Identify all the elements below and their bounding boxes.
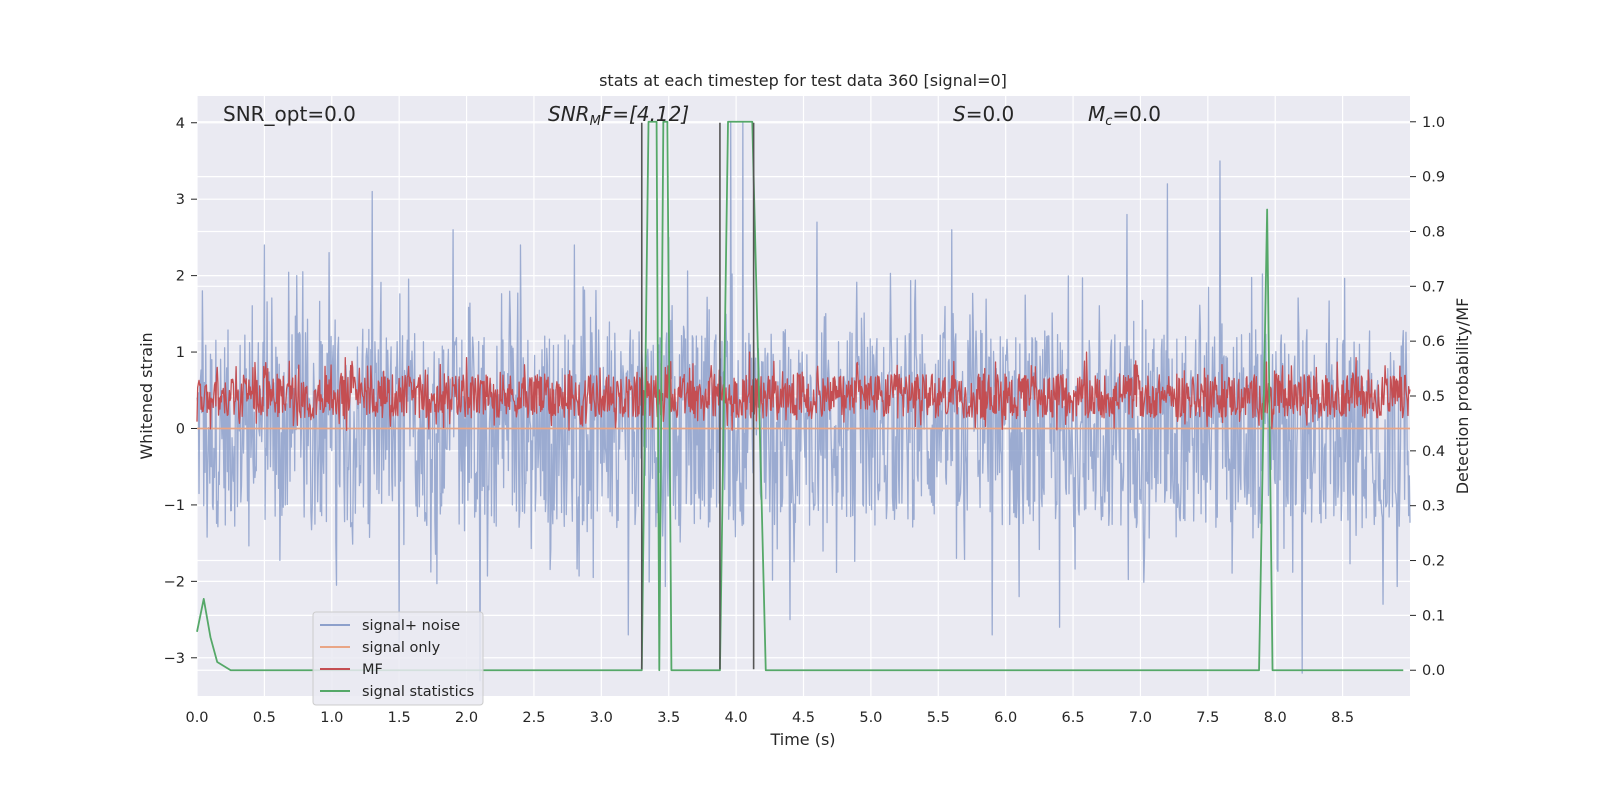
x-tick-label: 2.0	[455, 710, 478, 726]
y2-tick-label: 0.9	[1422, 170, 1445, 186]
x-tick-label: 3.5	[657, 710, 680, 726]
legend-label-signal-statistics: signal statistics	[362, 684, 474, 700]
legend-label-signal-only: signal only	[362, 640, 441, 656]
annotation-mc-value: =0.0	[1112, 102, 1161, 126]
legend-box	[312, 611, 484, 706]
x-axis: 0.0 0.5 1.0 1.5 2.0 2.5 3.0 3.5 4.0 4.5 5.0 5.5 6.0 6…	[185, 710, 1354, 726]
x-tick-label: 0.5	[253, 710, 276, 726]
y-tick-label: 2	[176, 269, 185, 285]
y-axis-left: 4 3 2 1 0 −1 −2 −3	[164, 116, 197, 667]
vertical-markers	[640, 122, 755, 670]
y-tick-label: 4	[176, 116, 185, 132]
x-tick-label: 6.0	[994, 710, 1017, 726]
x-tick-label: 6.5	[1062, 710, 1085, 726]
annotation-s-symbol: S	[953, 102, 966, 126]
x-axis-label: Time (s)	[769, 730, 835, 749]
annotation-snr-opt: SNR_opt=0.0	[223, 102, 356, 126]
y2-tick-label: 0.2	[1422, 554, 1445, 570]
y2-tick-label: 0.5	[1422, 389, 1445, 405]
y2-tick-label: 1.0	[1422, 115, 1445, 131]
y2-tick-label: 0.1	[1422, 608, 1445, 624]
y-axis-label: Whitened strain	[137, 332, 156, 459]
x-tick-label: 7.5	[1196, 710, 1219, 726]
annotation-s: S=0.0	[953, 102, 1014, 126]
x-tick-label: 8.0	[1264, 710, 1287, 726]
chart-title: stats at each timestep for test data 360…	[599, 71, 1007, 90]
x-tick-label: 3.0	[590, 710, 613, 726]
annotation-snr-mf-value: F=[4.12]	[601, 102, 689, 126]
y-axis-right: 1.0 0.9 0.8 0.7 0.6 0.5 0.4 0.3 0.2 0.1 0.0	[1410, 115, 1445, 679]
y-tick-label: 0	[176, 421, 185, 437]
x-tick-label: 2.5	[522, 710, 545, 726]
y-tick-label: 1	[176, 345, 185, 361]
y2-tick-label: 0.0	[1422, 663, 1445, 679]
x-tick-label: 7.0	[1129, 710, 1152, 726]
annotation-snr-mf-symbol: SNR	[548, 102, 590, 126]
legend-label-signal-noise: signal+ noise	[362, 618, 460, 634]
y2-tick-label: 0.8	[1422, 224, 1445, 240]
legend: signal+ noise signal only MF signal stat…	[312, 611, 484, 706]
series-line-mf	[196, 351, 1411, 432]
y2-tick-label: 0.6	[1422, 334, 1445, 350]
y2-axis-label: Detection probability/MF	[1453, 298, 1472, 495]
y-tick-label: 3	[176, 192, 185, 208]
x-tick-label: 4.0	[725, 710, 748, 726]
x-tick-label: 4.5	[792, 710, 815, 726]
annotation-s-value: =0.0	[966, 102, 1015, 126]
y2-tick-label: 0.4	[1422, 444, 1445, 460]
x-tick-label: 1.5	[388, 710, 411, 726]
x-tick-label: 1.0	[320, 710, 343, 726]
x-tick-label: 5.5	[927, 710, 950, 726]
annotation-mc-subscript: c	[1105, 114, 1112, 129]
annotation-mc: Mc=0.0	[1088, 102, 1161, 129]
y2-tick-label: 0.7	[1422, 279, 1445, 295]
x-tick-label: 5.0	[859, 710, 882, 726]
y-tick-label: −3	[164, 651, 185, 667]
x-tick-label: 8.5	[1331, 710, 1354, 726]
annotation-mc-symbol: M	[1088, 102, 1105, 126]
annotation-snr-mf-subscript: M	[590, 114, 601, 129]
annotation-snr-mf: SNRMF=[4.12]	[548, 102, 689, 129]
y-tick-label: −1	[164, 498, 185, 514]
legend-label-mf: MF	[362, 662, 383, 678]
y2-tick-label: 0.3	[1422, 499, 1445, 515]
y-tick-label: −2	[164, 574, 185, 590]
series-line-signal-statistics	[196, 120, 1404, 672]
x-tick-label: 0.0	[185, 710, 208, 726]
